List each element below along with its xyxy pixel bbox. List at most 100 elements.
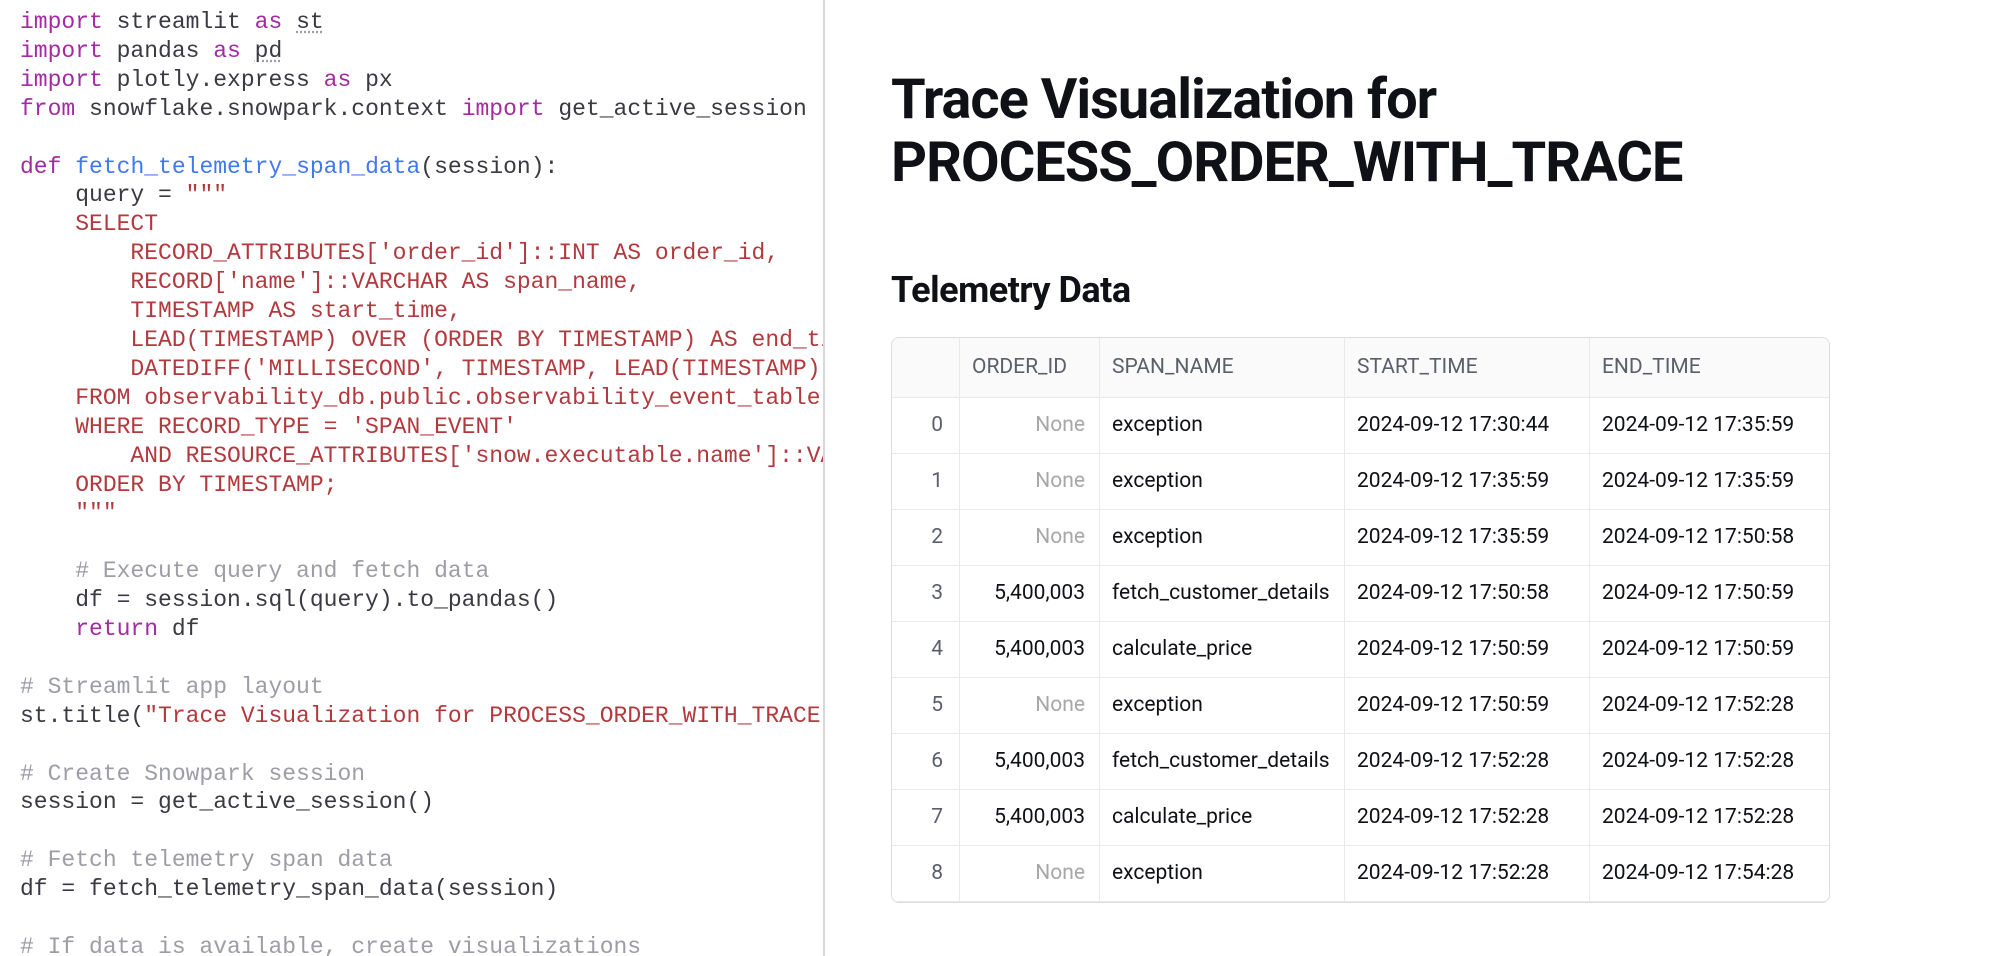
table-cell: 2024-09-12 17:35:59 xyxy=(1590,398,1830,454)
table-row[interactable]: 75,400,003calculate_price2024-09-12 17:5… xyxy=(892,790,1830,846)
table-header-cell[interactable]: ORDER_ID xyxy=(960,338,1100,398)
table-cell: 2024-09-12 17:52:28 xyxy=(1590,678,1830,734)
code-token: TIMESTAMP AS start_time, xyxy=(20,298,462,324)
code-editor-pane[interactable]: import streamlit as st import pandas as … xyxy=(0,0,825,956)
code-token: WHERE RECORD_TYPE = 'SPAN_EVENT' xyxy=(20,414,517,440)
code-token: plotly.express xyxy=(103,67,324,93)
code-token: query = xyxy=(20,182,186,208)
table-cell: 2024-09-12 17:50:59 xyxy=(1345,678,1590,734)
table-header-cell[interactable] xyxy=(892,338,960,398)
table-cell: None xyxy=(960,846,1100,902)
table-cell: 7 xyxy=(892,790,960,846)
code-token: df = session.sql(query).to_pandas() xyxy=(20,587,558,613)
code-token: pd xyxy=(255,38,283,64)
code-block[interactable]: import streamlit as st import pandas as … xyxy=(20,8,823,956)
code-token: # Execute query and fetch data xyxy=(20,558,489,584)
code-token: ( xyxy=(420,154,434,180)
code-token: df = fetch_telemetry_span_data(session) xyxy=(20,876,558,902)
table-cell: exception xyxy=(1100,510,1345,566)
code-token: pandas xyxy=(103,38,213,64)
table-row[interactable]: 65,400,003fetch_customer_details2024-09-… xyxy=(892,734,1830,790)
table-row[interactable]: 5Noneexception2024-09-12 17:50:592024-09… xyxy=(892,678,1830,734)
code-token: session = get_active_session() xyxy=(20,789,434,815)
page-title: Trace Visualization for PROCESS_ORDER_WI… xyxy=(891,68,1999,195)
table-header-cell[interactable]: START_TIME xyxy=(1345,338,1590,398)
table-cell: 2024-09-12 17:30:44 xyxy=(1345,398,1590,454)
table-cell: exception xyxy=(1100,678,1345,734)
code-token: as xyxy=(213,38,241,64)
table-cell: 2024-09-12 17:52:28 xyxy=(1345,734,1590,790)
code-token: FROM observability_db.public.observabili… xyxy=(20,385,821,411)
code-token: RECORD_ATTRIBUTES['order_id']::INT AS or… xyxy=(20,240,779,266)
section-heading: Telemetry Data xyxy=(891,269,1999,311)
code-token: fetch_telemetry_span_data xyxy=(75,154,420,180)
table-cell: 2024-09-12 17:50:59 xyxy=(1590,566,1830,622)
table-cell: None xyxy=(960,454,1100,510)
table-header-cell[interactable]: END_TIME xyxy=(1590,338,1830,398)
code-token xyxy=(282,9,296,35)
code-token: DATEDIFF('MILLISECOND', TIMESTAMP, LEAD(… xyxy=(20,356,825,382)
table-cell: None xyxy=(960,510,1100,566)
table-cell: 2 xyxy=(892,510,960,566)
code-token xyxy=(20,616,75,642)
table-row[interactable]: 1Noneexception2024-09-12 17:35:592024-09… xyxy=(892,454,1830,510)
code-token: "Trace Visualization for PROCESS_ORDER_W… xyxy=(144,703,825,729)
table-cell: 1 xyxy=(892,454,960,510)
table-cell: 5,400,003 xyxy=(960,790,1100,846)
table-cell: 5,400,003 xyxy=(960,734,1100,790)
code-token: return xyxy=(75,616,158,642)
table-cell: 2024-09-12 17:35:59 xyxy=(1345,510,1590,566)
code-token: st.title( xyxy=(20,703,144,729)
table-row[interactable]: 0Noneexception2024-09-12 17:30:442024-09… xyxy=(892,398,1830,454)
table-cell: 2024-09-12 17:35:59 xyxy=(1345,454,1590,510)
code-token xyxy=(61,154,75,180)
code-token: streamlit xyxy=(103,9,255,35)
table-cell: 5,400,003 xyxy=(960,622,1100,678)
table-cell: exception xyxy=(1100,454,1345,510)
code-token: AND RESOURCE_ATTRIBUTES['snow.executable… xyxy=(20,443,825,469)
code-token: px xyxy=(351,67,392,93)
code-token: """ xyxy=(186,182,227,208)
code-token: # Create Snowpark session xyxy=(20,761,365,787)
table-cell: None xyxy=(960,678,1100,734)
table-cell: exception xyxy=(1100,398,1345,454)
table-cell: 8 xyxy=(892,846,960,902)
code-token: SELECT xyxy=(20,211,158,237)
table-row[interactable]: 2Noneexception2024-09-12 17:35:592024-09… xyxy=(892,510,1830,566)
code-token: from xyxy=(20,96,75,122)
dataframe-container[interactable]: ORDER_IDSPAN_NAMESTART_TIMEEND_TIME 0Non… xyxy=(891,337,1830,903)
code-token: import xyxy=(20,38,103,64)
code-token: snowflake.snowpark.context xyxy=(75,96,461,122)
code-token: ORDER BY TIMESTAMP; xyxy=(20,472,337,498)
table-cell: calculate_price xyxy=(1100,790,1345,846)
table-cell: 2024-09-12 17:50:59 xyxy=(1590,622,1830,678)
table-header-cell[interactable]: SPAN_NAME xyxy=(1100,338,1345,398)
table-cell: 2024-09-12 17:52:28 xyxy=(1590,790,1830,846)
code-token: as xyxy=(255,9,283,35)
table-cell: fetch_customer_details xyxy=(1100,734,1345,790)
code-token: # Fetch telemetry span data xyxy=(20,847,393,873)
table-cell: 2024-09-12 17:52:28 xyxy=(1590,734,1830,790)
code-token: get_active_session xyxy=(545,96,807,122)
table-cell: 2024-09-12 17:35:59 xyxy=(1590,454,1830,510)
code-token: """ xyxy=(20,500,117,526)
code-token: def xyxy=(20,154,61,180)
table-row[interactable]: 45,400,003calculate_price2024-09-12 17:5… xyxy=(892,622,1830,678)
code-token: st xyxy=(296,9,324,35)
code-token: import xyxy=(462,96,545,122)
table-cell: 0 xyxy=(892,398,960,454)
code-token: as xyxy=(324,67,352,93)
table-cell: 4 xyxy=(892,622,960,678)
code-token: df xyxy=(158,616,199,642)
code-token: import xyxy=(20,9,103,35)
code-token: # If data is available, create visualiza… xyxy=(20,934,641,956)
table-cell: 6 xyxy=(892,734,960,790)
table-cell: 2024-09-12 17:52:28 xyxy=(1345,846,1590,902)
telemetry-table[interactable]: ORDER_IDSPAN_NAMESTART_TIMEEND_TIME 0Non… xyxy=(892,338,1830,902)
table-row[interactable]: 8Noneexception2024-09-12 17:52:282024-09… xyxy=(892,846,1830,902)
table-cell: fetch_customer_details xyxy=(1100,566,1345,622)
table-cell: exception xyxy=(1100,846,1345,902)
table-cell: 2024-09-12 17:52:28 xyxy=(1345,790,1590,846)
table-body: 0Noneexception2024-09-12 17:30:442024-09… xyxy=(892,398,1830,902)
table-row[interactable]: 35,400,003fetch_customer_details2024-09-… xyxy=(892,566,1830,622)
